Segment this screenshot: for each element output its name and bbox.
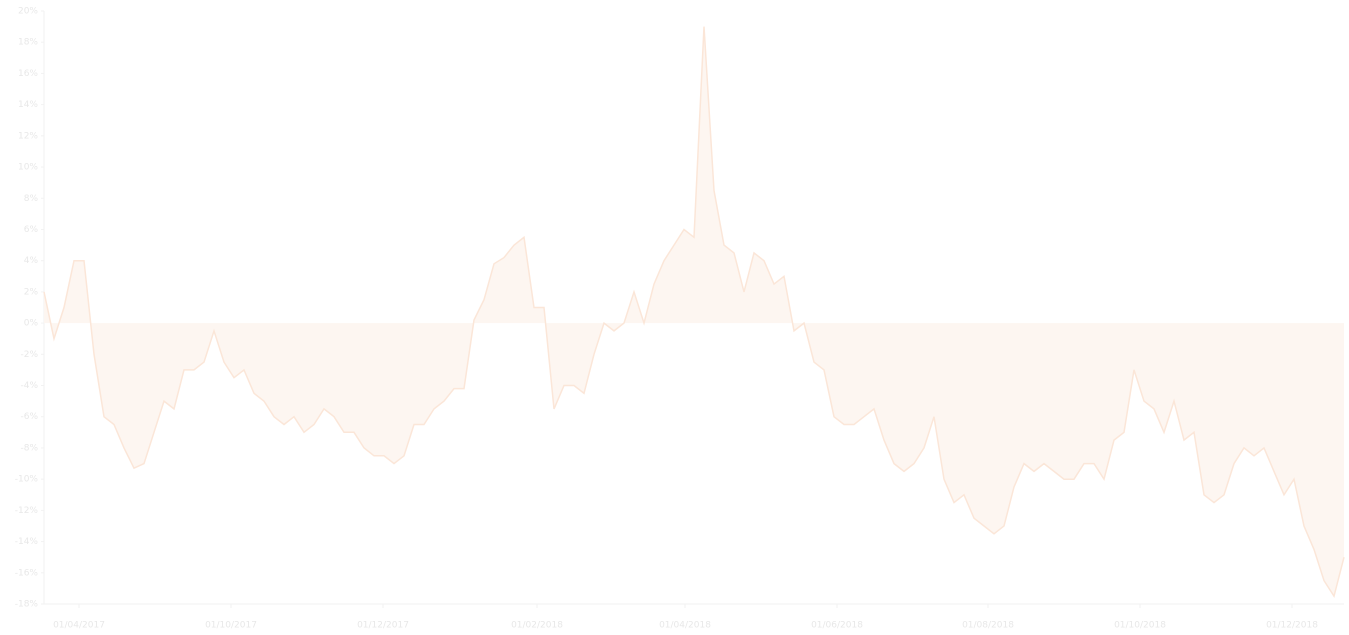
x-tick-label: 01/10/2018 bbox=[1114, 621, 1166, 631]
y-tick-label: -4% bbox=[20, 381, 38, 391]
y-tick-label: -12% bbox=[15, 506, 39, 516]
y-tick-label: 4% bbox=[24, 256, 39, 266]
y-tick-label: 2% bbox=[24, 287, 39, 297]
y-tick-label: -18% bbox=[15, 600, 39, 610]
y-tick-label: 8% bbox=[24, 194, 39, 204]
x-tick-label: 01/04/2018 bbox=[659, 621, 711, 631]
y-tick-label: -16% bbox=[15, 568, 39, 578]
x-tick-label: 01/10/2017 bbox=[205, 621, 257, 631]
x-tick-label: 01/12/2017 bbox=[357, 621, 409, 631]
x-tick-label: 01/12/2018 bbox=[1266, 621, 1318, 631]
x-tick-label: 01/06/2018 bbox=[811, 621, 863, 631]
y-tick-label: 20% bbox=[18, 7, 38, 17]
y-tick-label: -2% bbox=[20, 350, 38, 360]
y-tick-label: 16% bbox=[18, 69, 38, 79]
y-tick-label: -8% bbox=[20, 443, 38, 453]
area bbox=[44, 26, 1344, 597]
y-tick-label: 10% bbox=[18, 163, 38, 173]
y-tick-label: 18% bbox=[18, 38, 38, 48]
x-tick-label: 01/02/2018 bbox=[511, 621, 563, 631]
x-tick-label: 01/04/2017 bbox=[53, 621, 105, 631]
y-tick-label: 12% bbox=[18, 131, 38, 141]
y-tick-label: -14% bbox=[15, 537, 39, 547]
x-tick-label: 01/08/2018 bbox=[962, 621, 1014, 631]
y-tick-label: 0% bbox=[24, 319, 39, 329]
y-tick-label: -10% bbox=[15, 475, 39, 485]
y-tick-label: 6% bbox=[24, 225, 39, 235]
y-tick-label: -6% bbox=[20, 412, 38, 422]
y-tick-label: 14% bbox=[18, 100, 38, 110]
line bbox=[43, 26, 1345, 599]
